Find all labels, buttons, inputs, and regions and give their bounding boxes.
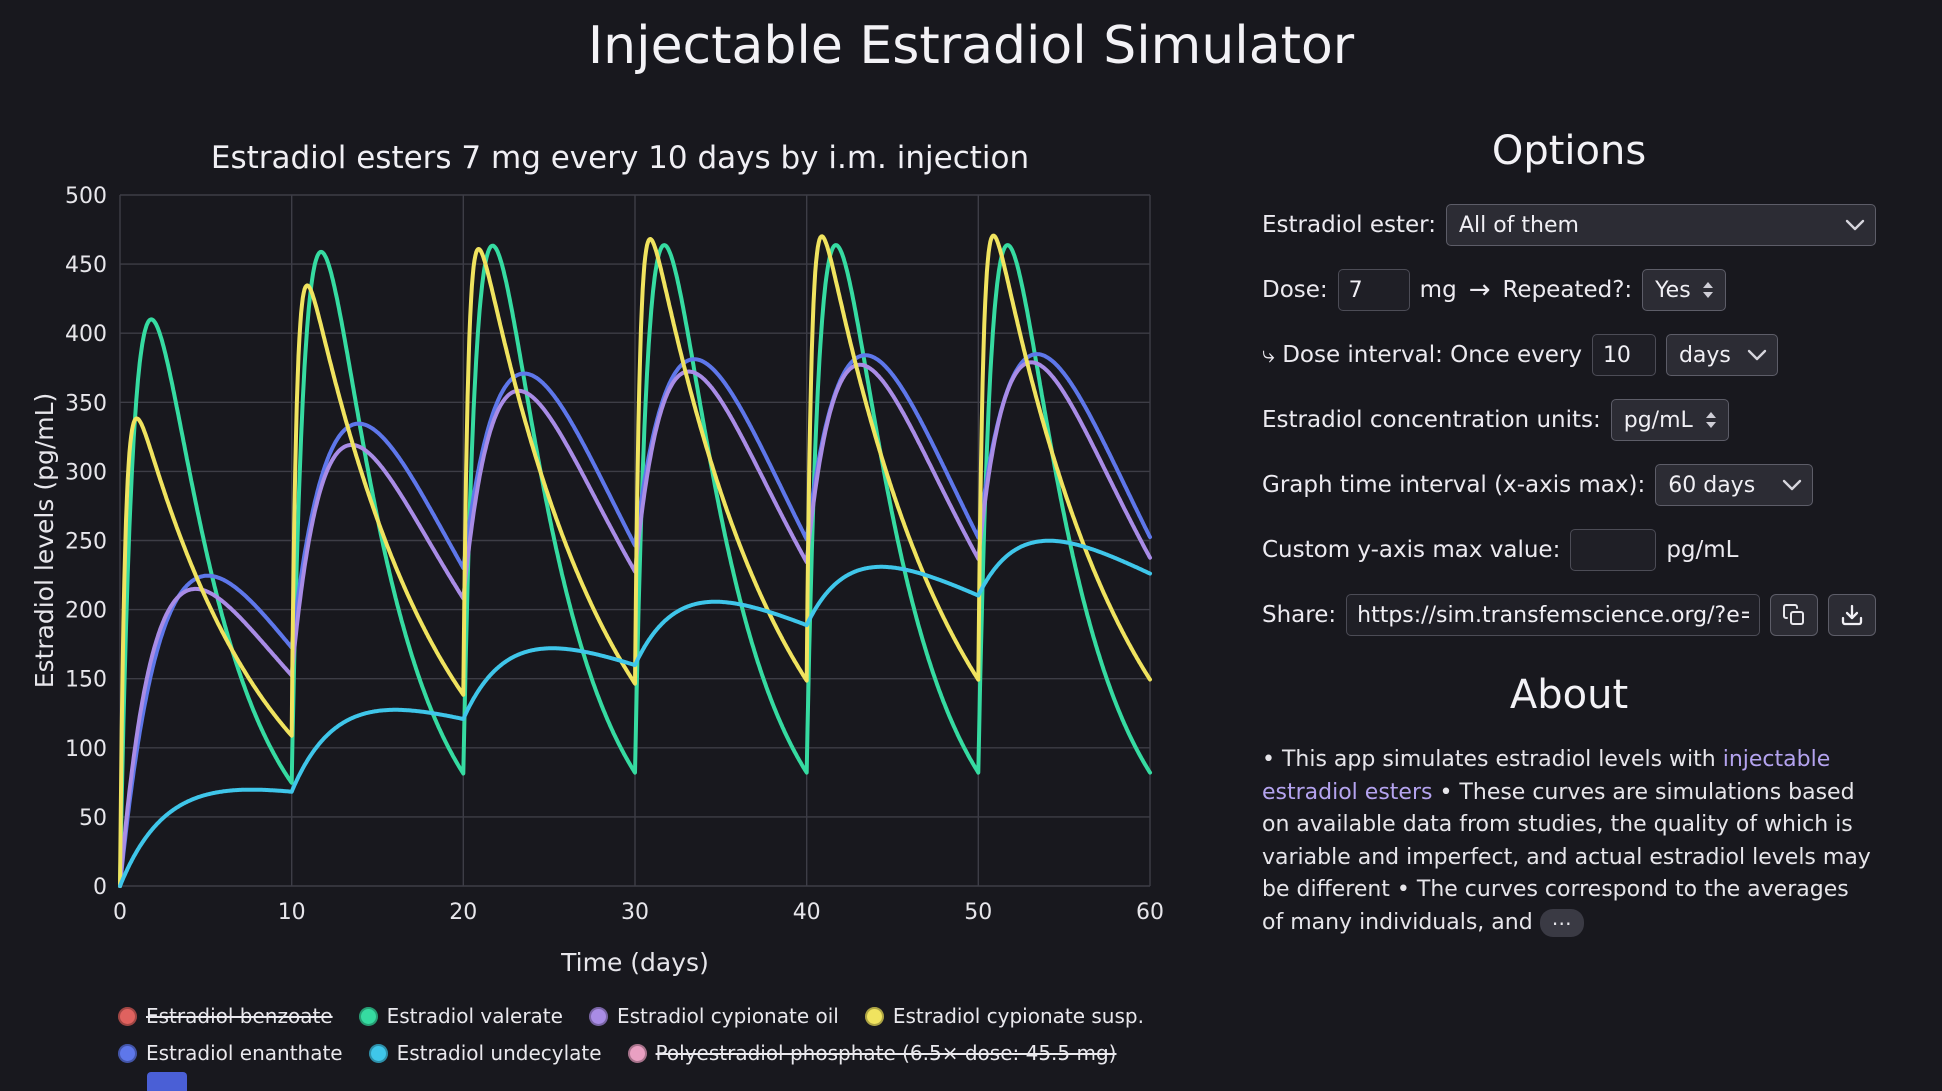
about-heading: About — [1509, 672, 1629, 718]
time-interval-row: Graph time interval (x-axis max): 60 day… — [1262, 464, 1876, 506]
legend-label: Estradiol benzoate — [146, 1004, 333, 1028]
chart-legend: Estradiol benzoate Estradiol valerate Estr… — [118, 1004, 1338, 1065]
legend-label: Estradiol cypionate susp. — [892, 1004, 1144, 1028]
legend-swatch — [358, 1006, 378, 1026]
legend-label: Estradiol enanthate — [146, 1041, 343, 1065]
bottom-left-partial-element — [147, 1072, 187, 1091]
time-interval-select[interactable]: 60 days — [1655, 464, 1814, 506]
options-rows: Estradiol ester: All of them Dose: mg → … — [1262, 204, 1876, 636]
series-line-estradiol-valerate — [118, 243, 1152, 888]
ester-select[interactable]: All of them — [1445, 204, 1876, 246]
legend-swatch — [118, 1043, 137, 1063]
y-tick-label: 100 — [65, 737, 107, 762]
units-select[interactable]: pg/mL — [1610, 399, 1729, 441]
y-tick-label: 400 — [65, 322, 107, 347]
x-tick-label: 20 — [449, 900, 477, 925]
series-line-estradiol-cypionate-susp- — [118, 233, 1152, 888]
options-panel: Options Estradiol ester: All of them Dos… — [1262, 128, 1876, 939]
y-tick-label: 450 — [65, 253, 107, 278]
x-axis-label: Time (days) — [561, 948, 709, 977]
y-tick-label: 250 — [65, 530, 107, 555]
chart-title: Estradiol esters 7 mg every 10 days by i… — [210, 140, 1030, 176]
ymax-label: Custom y-axis max value: — [1262, 537, 1561, 563]
legend-item[interactable]: Estradiol valerate — [358, 1004, 563, 1028]
interval-unit-select-wrap: days — [1665, 334, 1778, 376]
x-tick-label: 30 — [621, 900, 649, 925]
series-line-estradiol-undecylate — [118, 538, 1152, 888]
injectable-esters-link[interactable]: injectable estradiol esters — [1262, 747, 1831, 805]
legend-swatch — [118, 1006, 137, 1026]
repeated-select-wrap: Yes — [1642, 269, 1727, 311]
time-interval-select-wrap: 60 days — [1655, 464, 1814, 506]
x-tick-label: 40 — [793, 900, 821, 925]
ymax-unit-label: pg/mL — [1666, 537, 1739, 563]
y-tick-label: 500 — [65, 184, 107, 209]
legend-swatch — [368, 1043, 388, 1063]
about-text-before-link: • This app simulates estradiol levels wi… — [1262, 747, 1723, 772]
interval-input[interactable] — [1591, 334, 1656, 376]
expand-about-button[interactable]: ⋯ — [1539, 908, 1584, 937]
legend-row: Estradiol benzoate Estradiol valerate Estr… — [118, 1004, 1338, 1028]
dose-row: Dose: mg → Repeated?: Yes — [1262, 269, 1876, 311]
interval-row: ⤷ Dose interval: Once every days — [1262, 334, 1876, 376]
ester-row: Estradiol ester: All of them — [1262, 204, 1876, 246]
units-row: Estradiol concentration units: pg/mL — [1262, 399, 1876, 441]
x-tick-label: 60 — [1136, 900, 1164, 925]
y-tick-label: 0 — [93, 875, 107, 900]
legend-item[interactable]: Estradiol enanthate — [118, 1041, 343, 1065]
legend-swatch — [588, 1006, 608, 1026]
repeated-select[interactable]: Yes — [1642, 269, 1727, 311]
ester-select-wrap: All of them — [1445, 204, 1876, 246]
dose-input[interactable] — [1337, 269, 1410, 311]
y-tick-label: 50 — [79, 806, 107, 831]
legend-label: Estradiol cypionate oil — [616, 1004, 839, 1028]
units-select-wrap: pg/mL — [1610, 399, 1729, 441]
share-row: Share: — [1262, 594, 1876, 636]
page-title: Injectable Estradiol Simulator — [587, 16, 1355, 76]
x-tick-label: 10 — [278, 900, 306, 925]
legend-item[interactable]: Polyestradiol phosphate (6.5× dose: 45.5… — [627, 1041, 1117, 1065]
about-text: • This app simulates estradiol levels wi… — [1262, 744, 1876, 939]
interval-label: ⤷ Dose interval: Once every — [1262, 342, 1582, 368]
legend-item[interactable]: Estradiol cypionate oil — [588, 1004, 839, 1028]
legend-item[interactable]: Estradiol undecylate — [368, 1041, 602, 1065]
ester-label: Estradiol ester: — [1262, 212, 1436, 238]
repeated-label: Repeated?: — [1502, 277, 1633, 303]
x-tick-label: 0 — [113, 900, 127, 925]
chart-canvas[interactable]: 0 10 20 30 40 50 60 0 50 100 150 200 250 300 350 400 450… — [30, 180, 1210, 932]
ymax-input[interactable] — [1570, 529, 1657, 571]
dose-unit-label: mg — [1419, 277, 1457, 303]
legend-swatch — [864, 1006, 884, 1026]
legend-item[interactable]: Estradiol benzoate — [118, 1004, 333, 1028]
arrow-right-icon: → — [1468, 275, 1491, 305]
legend-label: Estradiol valerate — [386, 1004, 563, 1028]
legend-item[interactable]: Estradiol cypionate susp. — [864, 1004, 1144, 1028]
legend-swatch — [627, 1043, 647, 1063]
dose-label: Dose: — [1262, 277, 1328, 303]
units-label: Estradiol concentration units: — [1262, 407, 1601, 433]
y-tick-label: 150 — [65, 668, 107, 693]
ymax-row: Custom y-axis max value: pg/mL — [1262, 529, 1876, 571]
share-url-input[interactable] — [1346, 594, 1760, 636]
copy-icon — [1782, 603, 1806, 627]
legend-row: Estradiol enanthate Estradiol undecylate P… — [118, 1041, 1338, 1065]
legend-label: Estradiol undecylate — [396, 1041, 602, 1065]
time-interval-label: Graph time interval (x-axis max): — [1262, 472, 1646, 498]
y-tick-label: 300 — [65, 460, 107, 485]
y-tick-label: 200 — [65, 599, 107, 624]
copy-link-button[interactable] — [1770, 594, 1818, 636]
legend-label: Polyestradiol phosphate (6.5× dose: 45.5… — [655, 1041, 1117, 1065]
y-axis-label: Estradiol levels (pg/mL) — [30, 392, 59, 689]
y-tick-label: 350 — [65, 391, 107, 416]
share-label: Share: — [1262, 602, 1337, 628]
options-heading: Options — [1491, 128, 1647, 174]
interval-unit-select[interactable]: days — [1665, 334, 1778, 376]
about-text-after-link: • These curves are simulations based on … — [1262, 779, 1871, 935]
download-icon — [1840, 603, 1864, 627]
x-tick-label: 50 — [964, 900, 992, 925]
download-button[interactable] — [1828, 594, 1876, 636]
